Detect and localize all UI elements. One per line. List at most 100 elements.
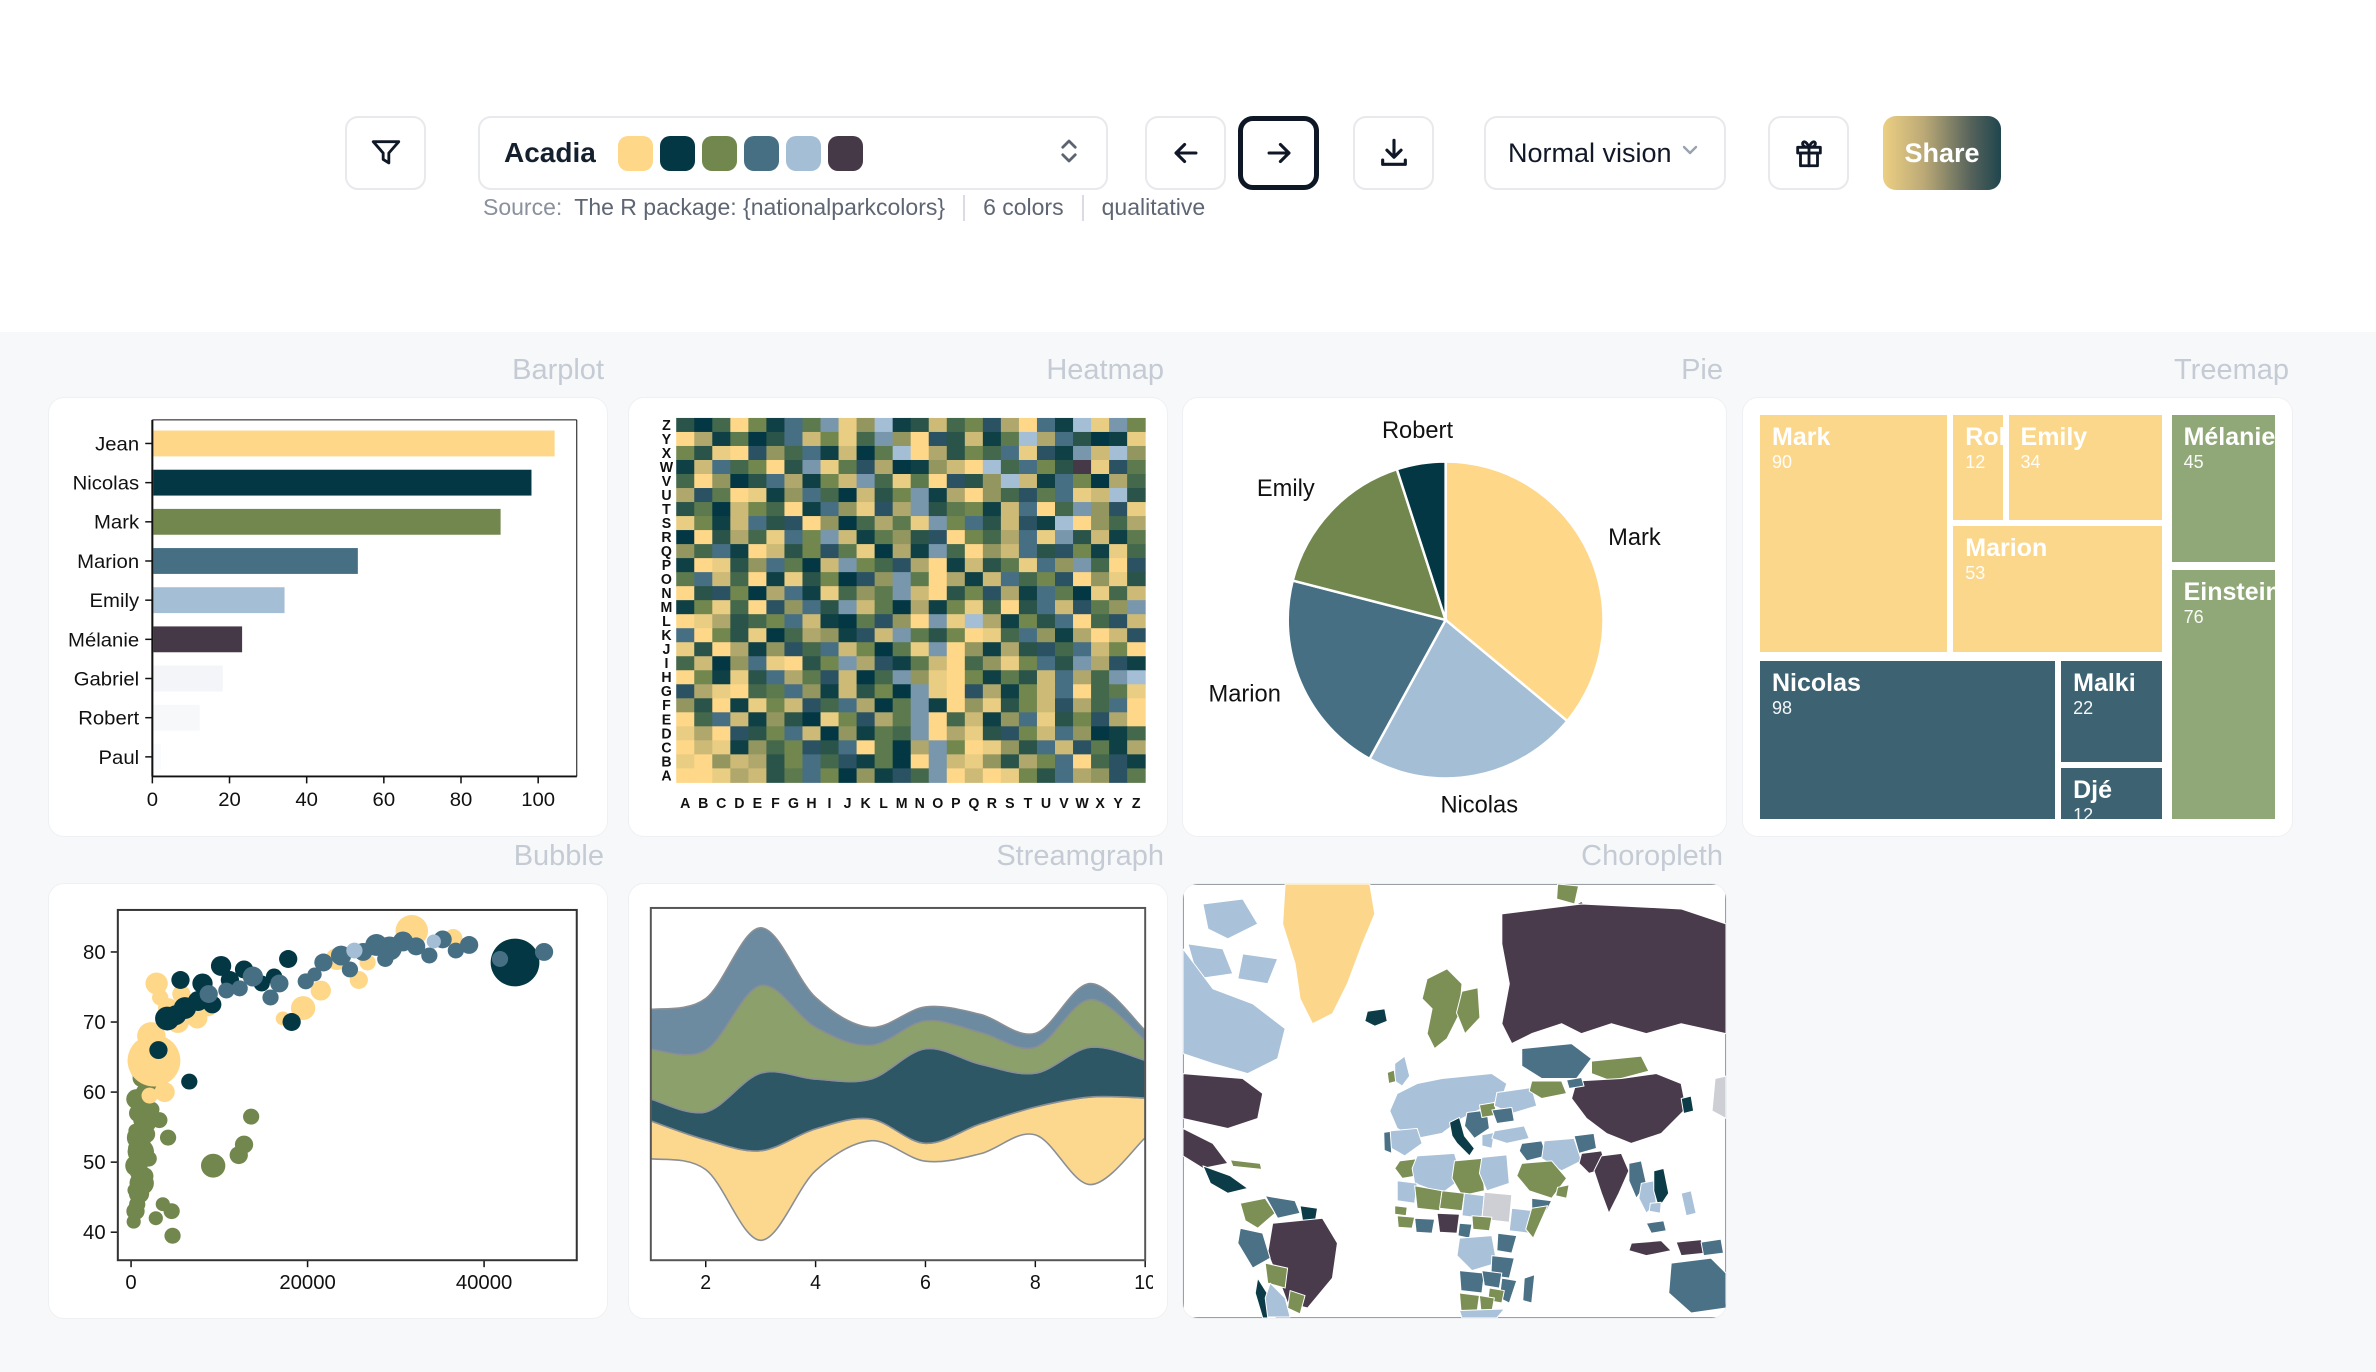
map-country (1421, 968, 1463, 1050)
toolbar: Acadia Normal vision Share (345, 116, 2001, 190)
pie-slice (1367, 618, 1570, 780)
arrow-left-icon (1174, 142, 1197, 164)
treemap-tile-label: Emily (2020, 423, 2088, 451)
svg-text:A: A (680, 796, 690, 812)
divider (963, 194, 966, 221)
svg-text:R: R (987, 796, 997, 812)
svg-text:L: L (662, 614, 671, 630)
palette-swatch (617, 135, 653, 171)
svg-text:N: N (915, 796, 925, 812)
map-country (1394, 1205, 1408, 1217)
bubble-point (159, 1129, 177, 1146)
next-palette-button[interactable] (1238, 116, 1319, 190)
map-country (1461, 1192, 1485, 1219)
panel-title-choropleth: Choropleth (1581, 840, 1723, 872)
map-country (1436, 1212, 1460, 1234)
panel-title-treemap: Treemap (2174, 354, 2289, 386)
bubble-point (307, 967, 322, 982)
bar (153, 743, 162, 770)
treemap-tile-value: 12 (1965, 452, 1986, 472)
bar-label: Robert (78, 708, 139, 730)
map-country (1457, 1222, 1473, 1239)
treemap-tile-value: 53 (1965, 562, 1986, 583)
map-country (1364, 1008, 1388, 1027)
map-country (1493, 1087, 1538, 1114)
svg-text:Y: Y (662, 432, 672, 448)
svg-text:K: K (860, 796, 871, 812)
map-country (1455, 987, 1481, 1035)
bar (153, 665, 223, 692)
map-country (1528, 1080, 1568, 1100)
svg-text:80: 80 (450, 789, 473, 811)
gift-button[interactable] (1768, 116, 1849, 190)
barplot-chart: 0 20 40 60 80 100 Jean Nicolas Mark Marion Emily Mé… (63, 412, 593, 822)
svg-text:U: U (1041, 796, 1051, 812)
bubble-point (310, 980, 331, 1001)
map-country (1237, 953, 1279, 985)
svg-text:Q: Q (968, 796, 979, 812)
svg-text:Y: Y (1113, 796, 1123, 812)
panel-title-streamgraph: Streamgraph (996, 840, 1164, 872)
source-palette-type: qualitative (1101, 194, 1206, 220)
map-country (1229, 1159, 1263, 1170)
panel-treemap: Treemap Mark90Robert12Emily34Marion53Nic… (1742, 354, 2293, 837)
bubble-point (154, 1082, 175, 1102)
pie-slice (1395, 460, 1447, 621)
source-colors-count: 6 colors (983, 194, 1064, 220)
map-country (1680, 1095, 1695, 1114)
treemap-tile: Emily 34 (2005, 412, 2166, 523)
source-package[interactable]: The R package: {nationalparkcolors} (574, 194, 946, 220)
filter-button[interactable] (345, 116, 426, 190)
palette-select[interactable]: Acadia (478, 116, 1108, 190)
svg-text:V: V (662, 474, 672, 490)
source-line: Source: The R package: {nationalparkcolo… (483, 194, 1205, 221)
map-country (1414, 1185, 1443, 1212)
map-country (1590, 1055, 1650, 1082)
pie-slice (1444, 460, 1605, 723)
bubble-point (151, 1112, 168, 1129)
share-button[interactable]: Share (1883, 116, 2001, 190)
palette-swatch (743, 135, 779, 171)
svg-text:20000: 20000 (279, 1272, 335, 1294)
treemap-tile: Robert12 (1950, 412, 2006, 523)
treemap-tile-value: 45 (2183, 452, 2204, 472)
map-country (1628, 1240, 1672, 1257)
svg-text:P: P (662, 558, 672, 574)
download-button[interactable] (1353, 116, 1434, 190)
map-country (1414, 1217, 1436, 1234)
map-country (1556, 884, 1580, 905)
bar-label: Marion (77, 551, 139, 573)
svg-text:E: E (662, 712, 671, 728)
svg-text:60: 60 (373, 789, 396, 811)
svg-text:C: C (716, 796, 726, 812)
map-country (1481, 1191, 1513, 1223)
gift-icon (1795, 140, 1822, 168)
bubble-point (181, 1073, 198, 1090)
svg-text:Z: Z (1132, 796, 1141, 812)
map-country (1183, 1127, 1229, 1169)
map-country (1555, 1184, 1570, 1199)
palette-swatch (701, 135, 737, 171)
svg-text:M: M (661, 600, 673, 616)
previous-palette-button[interactable] (1145, 116, 1226, 190)
map-country (1396, 1180, 1418, 1204)
bubble-point (164, 1227, 181, 1244)
bubble-chart: 0 20000 40000 40 50 60 70 80 (63, 898, 593, 1304)
bubble-point (279, 950, 298, 968)
bubble-point (534, 942, 554, 961)
panel-bubble: Bubble 0 20000 40000 40 50 60 70 80 (48, 840, 608, 1319)
map-country (1680, 1190, 1697, 1217)
svg-text:60: 60 (83, 1082, 106, 1104)
svg-text:O: O (932, 796, 943, 812)
map-country (1571, 1073, 1687, 1144)
treemap-chart: Mark90Robert12Emily34Marion53Nicolas98Ma… (1757, 412, 2278, 822)
bubble-point (330, 945, 352, 966)
palette-swatch (659, 135, 695, 171)
map-country (1383, 1130, 1393, 1154)
treemap-tile: Einstein 76 (2168, 566, 2278, 822)
vision-select[interactable]: Normal vision (1484, 116, 1726, 190)
bubble-point (242, 966, 264, 987)
map-country (1525, 1205, 1549, 1239)
svg-text:H: H (661, 670, 671, 686)
panel-barplot: Barplot 0 20 40 60 80 100 Jean Nicolas Mark Mario… (48, 354, 608, 837)
